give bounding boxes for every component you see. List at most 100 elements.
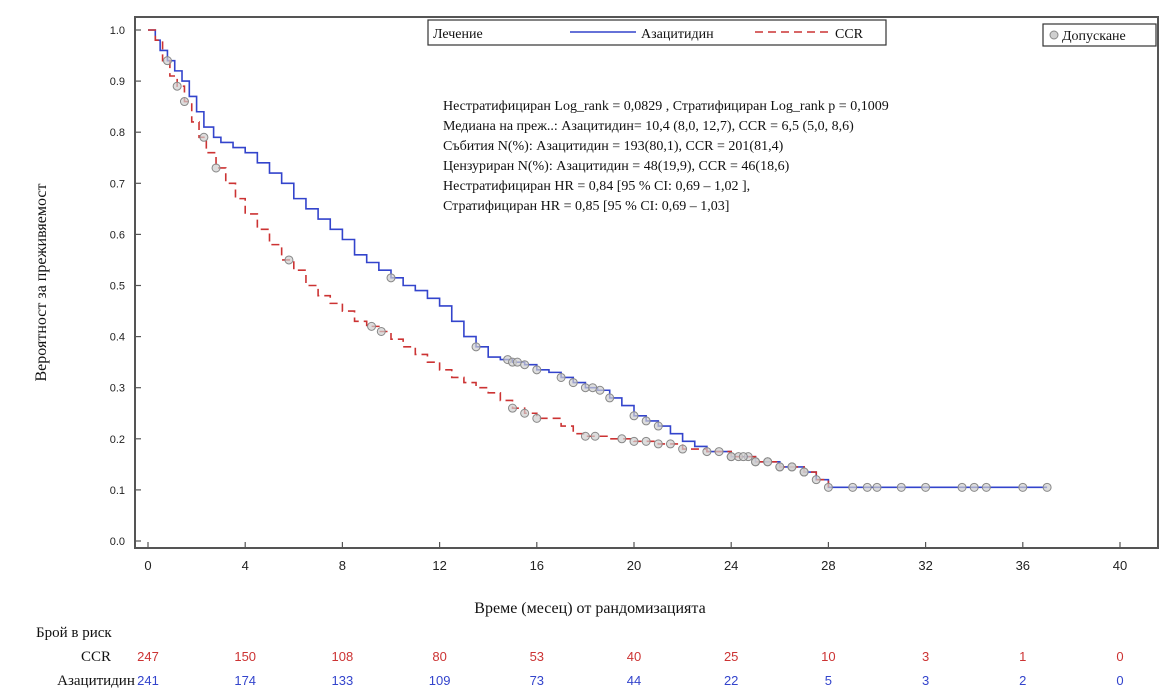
x-tick-label: 40 <box>1113 558 1127 573</box>
legend-title: Лечение <box>433 27 483 42</box>
risk-count: 2 <box>1019 673 1026 688</box>
risk-count: 25 <box>724 649 738 664</box>
censor-legend-box <box>1042 23 1157 47</box>
x-tick-label: 20 <box>627 558 641 573</box>
censor-marker-azacitidine <box>471 342 481 352</box>
censor-marker-azacitidine <box>872 482 882 492</box>
y-tick-label: 0.7 <box>110 178 125 190</box>
censor-marker-azacitidine <box>1018 482 1028 492</box>
censor-marker-ccr <box>617 434 627 444</box>
censor-marker-ccr <box>726 452 736 462</box>
risk-row-label: CCR <box>81 649 111 665</box>
plot-frame <box>134 16 1159 549</box>
risk-count: 53 <box>530 649 544 664</box>
y-tick-label: 0.1 <box>110 485 125 497</box>
risk-count: 108 <box>332 649 354 664</box>
annotation-line: Събития N(%): Азацитидин = 193(80,1), CC… <box>443 139 784 154</box>
censor-marker-ccr <box>641 436 651 446</box>
censor-marker-azacitidine <box>386 273 396 283</box>
censor-marker-ccr <box>738 452 748 462</box>
censor-marker-ccr <box>532 413 542 423</box>
legend-label-ccr: CCR <box>835 27 864 42</box>
censor-marker-ccr <box>763 457 773 467</box>
risk-count: 5 <box>825 673 832 688</box>
y-tick-label: 0.6 <box>110 229 125 241</box>
censor-marker-ccr <box>580 431 590 441</box>
risk-count: 133 <box>332 673 354 688</box>
y-tick-label: 0.0 <box>110 536 125 548</box>
annotation-line: Цензуриран N(%): Азацитидин = 48(19,9), … <box>443 159 790 174</box>
risk-count: 1 <box>1019 649 1026 664</box>
risk-count: 22 <box>724 673 738 688</box>
y-tick-label: 0.9 <box>110 76 125 88</box>
km-curve-ccr <box>148 29 830 488</box>
risk-count: 40 <box>627 649 641 664</box>
censor-marker-ccr <box>211 163 221 173</box>
y-tick-label: 0.5 <box>110 281 125 293</box>
risk-table-title: Брой в риск <box>36 625 112 641</box>
x-tick-label: 8 <box>339 558 346 573</box>
km-curve-azacitidine <box>148 29 1048 489</box>
risk-row-label: Азацитидин <box>57 673 135 689</box>
y-tick-label: 0.3 <box>110 383 125 395</box>
censor-marker-azacitidine <box>605 393 615 403</box>
censor-marker-ccr <box>367 321 377 331</box>
annotation-line: Нестратифициран HR = 0,84 [95 % CI: 0,69… <box>443 179 750 194</box>
legend-label-azacitidine: Азацитидин <box>641 27 714 42</box>
risk-count: 247 <box>137 649 159 664</box>
annotation-line: Стратифициран HR = 0,85 [95 % CI: 0,69 –… <box>443 199 729 214</box>
censor-marker-ccr <box>653 439 663 449</box>
y-tick-label: 1.0 <box>110 25 125 37</box>
censor-marker-ccr <box>751 457 760 467</box>
y-tick-label: 0.2 <box>110 434 125 446</box>
censor-marker-azacitidine <box>532 365 542 375</box>
risk-count: 174 <box>234 673 256 688</box>
censor-marker-ccr <box>199 132 209 142</box>
censor-marker-azacitidine <box>896 482 906 492</box>
risk-count: 3 <box>922 649 929 664</box>
censor-marker-azacitidine <box>921 482 931 492</box>
censor-marker-ccr <box>376 326 386 336</box>
x-tick-label: 12 <box>432 558 446 573</box>
censor-marker-ccr <box>508 403 517 413</box>
risk-count: 3 <box>922 673 929 688</box>
censor-marker-azacitidine <box>568 378 578 388</box>
risk-count: 44 <box>627 673 641 688</box>
x-tick-label: 16 <box>530 558 544 573</box>
censor-marker-azacitidine <box>556 372 566 382</box>
censor-marker-ccr <box>799 467 809 477</box>
x-tick-label: 36 <box>1016 558 1030 573</box>
censor-marker-azacitidine <box>848 482 858 492</box>
risk-count: 73 <box>530 673 544 688</box>
censor-marker-ccr <box>811 475 821 485</box>
y-axis-label: Вероятност за преживяемост <box>33 183 50 381</box>
censor-marker-azacitidine <box>862 482 872 492</box>
risk-count: 150 <box>234 649 256 664</box>
censor-marker-ccr <box>162 56 172 66</box>
censor-marker-azacitidine <box>595 385 605 395</box>
censor-marker-azacitidine <box>823 482 833 492</box>
censor-marker-ccr <box>179 97 189 107</box>
censor-marker-ccr <box>172 81 182 91</box>
risk-count: 0 <box>1116 673 1123 688</box>
censor-marker-azacitidine <box>957 482 967 492</box>
censor-marker-azacitidine <box>981 482 991 492</box>
x-tick-label: 28 <box>821 558 835 573</box>
censor-marker-ccr <box>714 447 724 457</box>
censor-marker-ccr <box>678 444 688 454</box>
annotation-line: Медиана на преж..: Азацитидин= 10,4 (8,0… <box>443 119 854 134</box>
risk-count: 109 <box>429 673 451 688</box>
x-tick-label: 32 <box>918 558 932 573</box>
annotation-line: Нестратифициран Log_rank = 0,0829 , Стра… <box>443 99 889 114</box>
censor-marker-azacitidine <box>969 482 979 492</box>
x-tick-label: 4 <box>242 558 249 573</box>
risk-count: 241 <box>137 673 159 688</box>
risk-count: 10 <box>821 649 835 664</box>
risk-count: 80 <box>432 649 446 664</box>
censor-marker-ccr <box>787 462 797 472</box>
censor-marker-ccr <box>665 439 675 449</box>
y-tick-label: 0.8 <box>110 127 125 139</box>
x-tick-label: 0 <box>144 558 151 573</box>
